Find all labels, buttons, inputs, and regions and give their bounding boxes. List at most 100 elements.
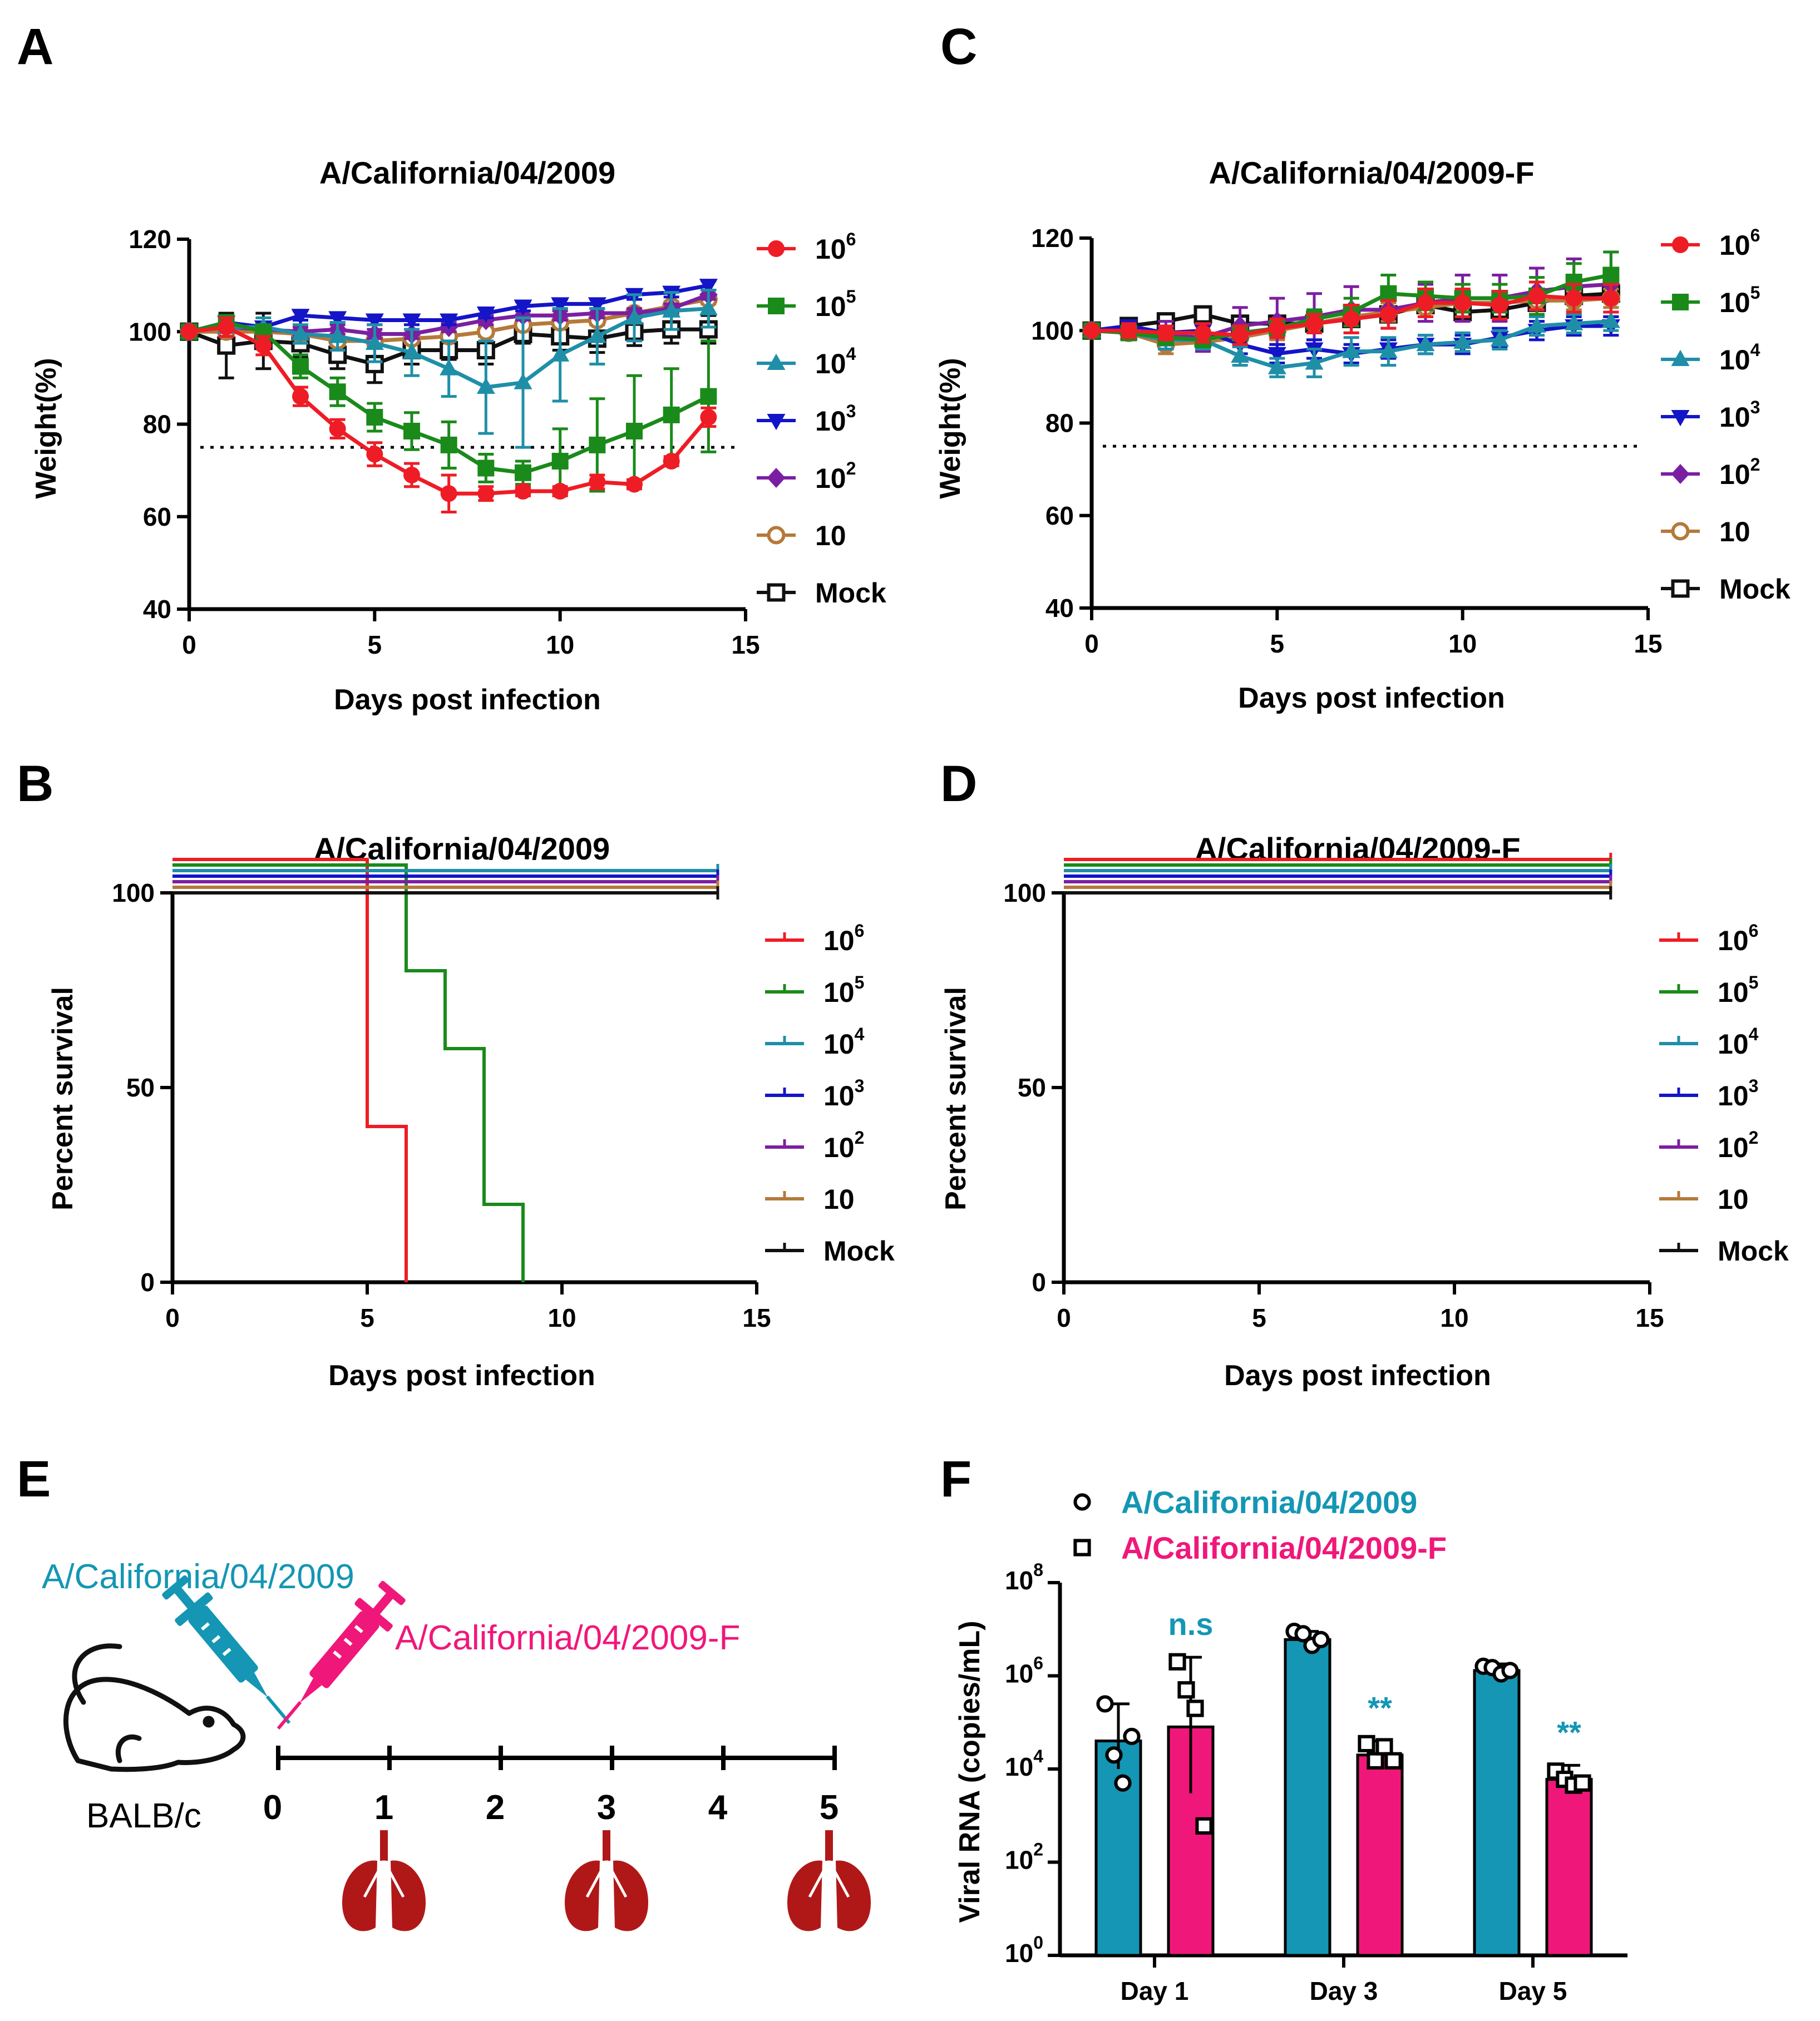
panel-c-point-1e6 xyxy=(1565,290,1582,307)
panel-b-x-label: Days post infection xyxy=(328,1360,595,1392)
panel-a-series-1e4 xyxy=(180,288,718,449)
panel-a-point-1e6 xyxy=(403,466,420,483)
panel-a-x-tick-label: 5 xyxy=(368,630,382,659)
panel-f-point-calf xyxy=(1367,1752,1384,1770)
timeline: 0 1 2 3 4 5 xyxy=(263,1746,871,1931)
virus-label-f: A/California/04/2009-F xyxy=(395,1619,740,1657)
panel-f-point-cal xyxy=(1096,1695,1114,1713)
panel-f-x-tick-label: Day 1 xyxy=(1121,1976,1189,2005)
panel-a-point-1e6 xyxy=(700,409,717,426)
panel-c-point-1e6 xyxy=(1157,324,1175,342)
panel-f-legend-label-calf: A/California/04/2009-F xyxy=(1121,1530,1447,1565)
panel-b-legend: 106 105 104 103 102 10 Mock xyxy=(765,921,895,1267)
panel-f-y-tick-label: 106 xyxy=(1005,1653,1043,1688)
panel-a-point-1e6 xyxy=(626,476,643,493)
panel-label-f: F xyxy=(940,1451,971,1508)
lung-icon-right xyxy=(613,1860,648,1931)
timeline-day-label: 4 xyxy=(708,1788,728,1827)
panel-a-point-1e4 xyxy=(699,299,718,315)
panel-c-y-tick-label: 60 xyxy=(1045,501,1074,530)
panel-b-y-tick-label: 50 xyxy=(126,1073,155,1102)
panel-a-point-1e4 xyxy=(402,343,421,359)
panel-c-point-1e6 xyxy=(1083,322,1100,339)
panel-a-point-1e4 xyxy=(551,345,570,362)
panel-a-point-1e4 xyxy=(440,359,458,375)
panel-b-plot: 0 5 10 15 0 50 100 xyxy=(112,858,771,1332)
panel-label-a: A xyxy=(17,18,53,75)
panel-c-legend-label-1e3: 103 xyxy=(1719,397,1760,433)
panel-a-point-1e3 xyxy=(551,297,570,314)
panel-a-x-tick-label: 15 xyxy=(731,630,759,659)
panel-a-point-1e6 xyxy=(663,453,680,470)
panel-c-point-1e6 xyxy=(1602,290,1620,307)
panel-d-legend-label-1e6: 106 xyxy=(1718,921,1758,956)
panel-f-y-tick-label: 104 xyxy=(1005,1746,1043,1781)
panel-c-legend-marker-1e6 xyxy=(1672,236,1689,253)
panel-a-legend-label-1e5: 105 xyxy=(815,286,856,322)
panel-f-legend-marker-cal xyxy=(1073,1493,1091,1511)
panel-a-point-1e5 xyxy=(589,436,606,453)
panel-a-point-1e5 xyxy=(440,436,457,453)
panel-f-point-calf xyxy=(1358,1735,1375,1753)
lung-icon-bronchi xyxy=(363,1860,405,1898)
panel-c-legend-marker-1e3 xyxy=(1671,410,1690,427)
panel-a-legend-marker-1e3 xyxy=(767,414,786,431)
panel-c-point-1e6 xyxy=(1306,315,1323,332)
lung-icon-right xyxy=(836,1860,871,1931)
panel-a-legend-label-1e3: 103 xyxy=(815,401,856,437)
panel-f-y-tick-label: 100 xyxy=(1005,1933,1043,1968)
panel-a-point-1e5 xyxy=(515,464,531,481)
panel-a-title: A/California/04/2009 xyxy=(319,155,615,190)
panel-c-point-1e6 xyxy=(1417,294,1434,312)
panel-label-e: E xyxy=(17,1451,51,1508)
panel-a-legend-marker-1e2 xyxy=(767,468,786,488)
panel-c-point-1e4 xyxy=(1305,353,1324,370)
panel-f-bar-calf xyxy=(1545,1778,1593,1957)
panel-a-x-label: Days post infection xyxy=(334,684,601,716)
panel-f-significance: ** xyxy=(1557,1714,1581,1750)
panel-c-x-tick-label: 10 xyxy=(1448,629,1477,658)
lung-icon-bronchi xyxy=(585,1860,628,1898)
panel-f-y-tick-label: 102 xyxy=(1005,1840,1043,1875)
panel-c-x-tick-label: 0 xyxy=(1084,629,1099,658)
mouse-strain-label: BALB/c xyxy=(86,1797,201,1835)
panel-c-legend: 106 105 104 103 102 10 Mock xyxy=(1661,225,1791,605)
panel-a-legend-marker-1e4 xyxy=(767,353,786,370)
panel-c-y-tick-label: 80 xyxy=(1045,409,1074,438)
lung-icon-left xyxy=(787,1860,822,1931)
panel-c-point-1e6 xyxy=(1120,322,1137,339)
panel-a-point-1e4 xyxy=(514,373,532,389)
panel-c-legend-label-1e4: 104 xyxy=(1719,340,1760,375)
panel-b-x-tick-label: 0 xyxy=(165,1303,180,1332)
panel-c-legend-label-10: 10 xyxy=(1719,516,1750,547)
panel-c-title: A/California/04/2009-F xyxy=(1209,155,1534,190)
panel-c-point-1e4 xyxy=(1342,342,1361,358)
panel-a-point-1e4 xyxy=(476,377,495,394)
panel-a-legend-label-1e2: 102 xyxy=(815,458,856,494)
panel-f-point-cal xyxy=(1114,1774,1132,1792)
panel-c-x-tick-label: 15 xyxy=(1634,629,1662,658)
panel-f-y-label: Viral RNA (copies/mL) xyxy=(954,1620,986,1923)
panel-f-bar-cal xyxy=(1284,1638,1331,1957)
panel-d-legend-label-1e3: 103 xyxy=(1718,1076,1758,1111)
panel-d-legend: 106 105 104 103 102 10 Mock xyxy=(1659,921,1789,1267)
panel-c-point-1e4 xyxy=(1379,342,1398,358)
panel-c-y-tick-label: 120 xyxy=(1031,224,1074,253)
panel-b-legend-label-1e3: 103 xyxy=(823,1076,864,1111)
panel-b-x-tick-label: 15 xyxy=(742,1303,771,1332)
panel-a-point-1e5 xyxy=(366,409,383,426)
panel-a-point-1e5 xyxy=(329,383,346,401)
panel-a-series-1e6 xyxy=(181,316,717,513)
panel-d-legend-label-1e2: 102 xyxy=(1718,1128,1758,1163)
panel-c-point-1e4 xyxy=(1231,346,1250,363)
panel-c-legend-marker-1e2 xyxy=(1671,464,1690,484)
lung-icon-left xyxy=(565,1860,600,1931)
panel-c-point-1e6 xyxy=(1195,324,1211,342)
panel-a-point-1e3 xyxy=(440,313,458,330)
panel-c: C A/California/04/2009-F Weight(%) Days … xyxy=(934,18,1791,714)
panel-a-point-1e6 xyxy=(477,485,495,502)
panel-f-legend-label-cal: A/California/04/2009 xyxy=(1121,1485,1417,1520)
panel-a-legend-marker-1e6 xyxy=(768,240,785,257)
mouse-icon xyxy=(63,1643,246,1772)
panel-c-legend-label-1e5: 105 xyxy=(1719,283,1760,318)
